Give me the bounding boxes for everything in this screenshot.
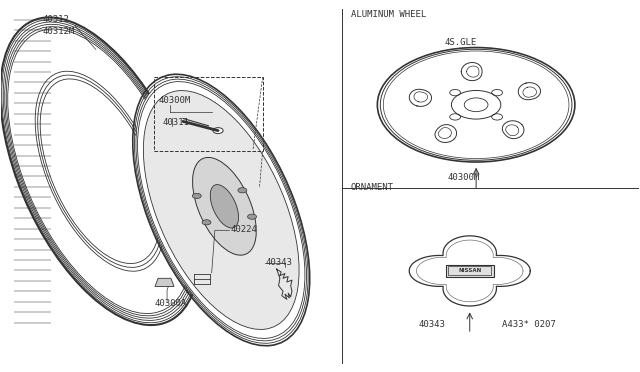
- Circle shape: [248, 214, 257, 219]
- Text: 40312M: 40312M: [43, 27, 75, 36]
- Text: A433* 0207: A433* 0207: [502, 320, 556, 329]
- Text: 40300A: 40300A: [154, 299, 187, 308]
- Text: 40300M: 40300M: [447, 173, 480, 182]
- Ellipse shape: [138, 81, 305, 339]
- Text: 40311: 40311: [163, 118, 189, 127]
- Text: 4S.GLE: 4S.GLE: [444, 38, 477, 47]
- Circle shape: [193, 193, 201, 199]
- Text: ORNAMENT: ORNAMENT: [351, 183, 394, 192]
- Text: NISSAN: NISSAN: [458, 269, 481, 273]
- Ellipse shape: [136, 79, 307, 341]
- Bar: [449, 266, 491, 275]
- Text: ALUMINUM WHEEL: ALUMINUM WHEEL: [351, 10, 426, 19]
- Circle shape: [213, 128, 223, 134]
- Bar: [154, 77, 262, 151]
- Circle shape: [238, 188, 247, 193]
- Bar: [446, 265, 493, 277]
- Text: 40224: 40224: [231, 225, 258, 234]
- Circle shape: [202, 220, 211, 225]
- Ellipse shape: [193, 157, 256, 255]
- Ellipse shape: [143, 90, 299, 330]
- Text: 40312: 40312: [43, 15, 70, 24]
- Ellipse shape: [211, 185, 239, 228]
- Text: 40300M: 40300M: [159, 96, 191, 105]
- Text: 40343: 40343: [266, 259, 292, 267]
- Polygon shape: [155, 278, 174, 286]
- Text: 40343: 40343: [419, 320, 445, 329]
